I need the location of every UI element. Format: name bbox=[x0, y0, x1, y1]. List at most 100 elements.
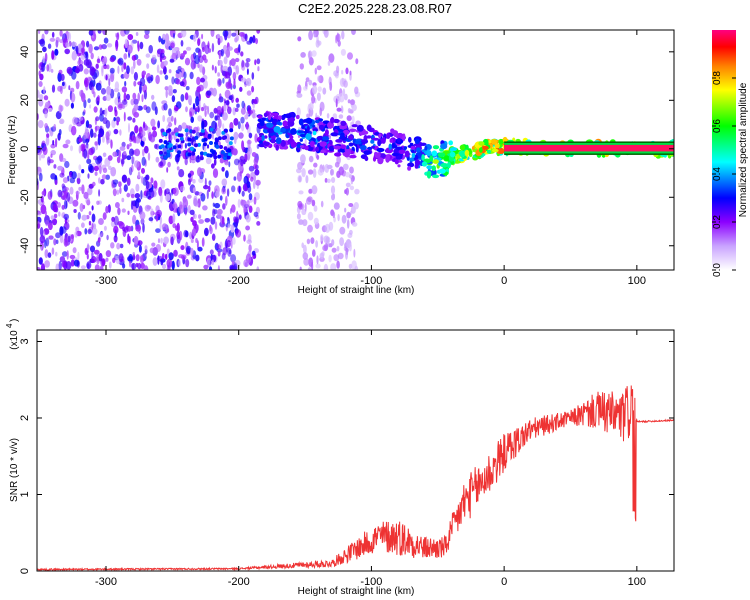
ridge-cell bbox=[276, 121, 282, 125]
noise-blob bbox=[257, 66, 260, 72]
ridge-cell bbox=[261, 135, 265, 142]
noise-blob bbox=[183, 71, 187, 79]
noise-blob bbox=[129, 148, 134, 157]
noise-blob bbox=[104, 107, 108, 117]
noise-blob bbox=[247, 105, 250, 114]
noise-blob bbox=[246, 181, 251, 189]
noise-blob bbox=[217, 250, 221, 257]
noise-blob bbox=[108, 165, 112, 170]
noise-blob bbox=[141, 70, 147, 76]
noise-blob bbox=[182, 196, 187, 203]
noise-blob bbox=[119, 243, 124, 249]
noise-blob bbox=[99, 165, 102, 175]
noise-blob bbox=[95, 116, 100, 122]
noise-blob bbox=[180, 53, 186, 58]
noise-blob bbox=[326, 113, 330, 119]
noise-blob bbox=[39, 38, 46, 47]
noise-blob bbox=[94, 171, 98, 176]
ridge-cell bbox=[447, 161, 451, 169]
noise-blob bbox=[196, 240, 199, 250]
noise-blob bbox=[354, 86, 359, 95]
x-tick-label: -200 bbox=[228, 275, 250, 287]
noise-blob bbox=[178, 204, 185, 214]
noise-blob bbox=[40, 244, 43, 251]
noise-blob bbox=[180, 254, 187, 260]
ridge-cell bbox=[221, 136, 226, 140]
noise-blob bbox=[180, 30, 187, 38]
noise-blob bbox=[222, 65, 229, 72]
noise-blob bbox=[96, 58, 101, 64]
noise-blob bbox=[71, 70, 77, 80]
noise-blob bbox=[123, 184, 128, 192]
noise-blob bbox=[323, 263, 329, 270]
noise-blob bbox=[298, 175, 302, 183]
noise-blob bbox=[233, 176, 237, 181]
noise-blob bbox=[159, 222, 162, 231]
noise-blob bbox=[39, 172, 43, 182]
noise-blob bbox=[159, 70, 163, 75]
noise-blob bbox=[119, 146, 126, 151]
noise-blob bbox=[213, 107, 218, 114]
noise-blob bbox=[308, 51, 311, 61]
ridge-cell bbox=[333, 145, 342, 150]
noise-blob bbox=[234, 136, 237, 145]
noise-blob bbox=[327, 60, 331, 66]
noise-blob bbox=[244, 61, 250, 68]
noise-blob bbox=[88, 163, 93, 173]
noise-blob bbox=[204, 58, 208, 64]
ridge-cell bbox=[432, 174, 440, 179]
ridge-cell bbox=[258, 140, 263, 144]
noise-blob bbox=[307, 169, 314, 175]
noise-blob bbox=[230, 224, 235, 233]
noise-blob bbox=[301, 208, 307, 216]
noise-blob bbox=[93, 91, 96, 98]
noise-blob bbox=[103, 37, 109, 44]
noise-blob bbox=[197, 115, 203, 122]
noise-blob bbox=[208, 48, 212, 53]
noise-blob bbox=[105, 174, 110, 180]
ridge-cell bbox=[285, 113, 292, 119]
x-tick-label: 100 bbox=[628, 275, 646, 287]
ridge-cell bbox=[359, 144, 367, 151]
noise-blob bbox=[203, 45, 207, 52]
noise-blob bbox=[119, 129, 122, 136]
noise-blob bbox=[239, 86, 243, 92]
noise-blob bbox=[237, 198, 241, 208]
ridge-cell bbox=[396, 138, 402, 143]
noise-blob bbox=[44, 110, 48, 119]
ridge-cell bbox=[443, 155, 450, 162]
ridge-cell bbox=[440, 163, 449, 168]
noise-blob bbox=[44, 123, 48, 129]
noise-blob bbox=[92, 30, 96, 37]
noise-blob bbox=[101, 57, 106, 66]
ridge-cell bbox=[381, 136, 386, 144]
noise-blob bbox=[92, 181, 96, 187]
noise-blob bbox=[245, 77, 252, 87]
colorbar-tick-label: 0.2 bbox=[712, 215, 723, 229]
ridge-cell bbox=[163, 155, 168, 160]
ridge-cell bbox=[502, 136, 508, 143]
noise-blob bbox=[137, 171, 141, 179]
noise-blob bbox=[148, 131, 153, 141]
noise-blob bbox=[163, 60, 168, 66]
noise-blob bbox=[139, 77, 146, 87]
noise-blob bbox=[224, 89, 231, 99]
noise-blob bbox=[231, 204, 236, 213]
ridge-cell bbox=[421, 161, 428, 167]
noise-blob bbox=[40, 195, 44, 203]
noise-blob bbox=[232, 148, 238, 156]
noise-blob bbox=[228, 161, 231, 168]
noise-blob bbox=[115, 46, 118, 51]
noise-blob bbox=[133, 235, 139, 245]
noise-blob bbox=[340, 105, 343, 110]
noise-blob bbox=[196, 76, 201, 86]
noise-blob bbox=[109, 56, 116, 63]
noise-blob bbox=[116, 32, 120, 41]
noise-blob bbox=[150, 118, 156, 128]
noise-blob bbox=[250, 176, 254, 182]
noise-blob bbox=[201, 237, 205, 247]
noise-blob bbox=[134, 148, 141, 157]
noise-blob bbox=[140, 255, 144, 261]
ridge-cell bbox=[442, 150, 450, 154]
